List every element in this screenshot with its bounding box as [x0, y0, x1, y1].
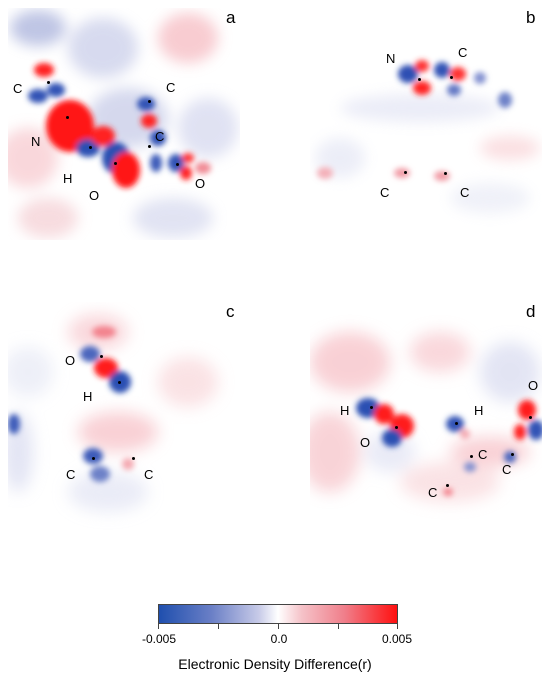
atom-dot	[148, 145, 151, 148]
atom-dot	[89, 146, 92, 149]
atom-dot	[511, 453, 514, 456]
atom-dot	[470, 455, 473, 458]
atom-label-c2: C	[144, 467, 154, 482]
atom-dot	[446, 484, 449, 487]
atom-dot	[404, 171, 407, 174]
atom-label-c1: C	[478, 447, 488, 462]
colorbar-tick	[338, 624, 339, 629]
atom-dot	[114, 162, 117, 165]
atom-label-c1: C	[458, 45, 468, 60]
panel-letter-a: a	[226, 8, 236, 27]
atom-label-o1: O	[360, 435, 371, 450]
density-map-c	[8, 302, 240, 534]
atom-label-c1: C	[66, 467, 76, 482]
atom-dot	[455, 422, 458, 425]
atom-label-o: O	[65, 353, 76, 368]
atom-dot	[100, 355, 103, 358]
atom-dot	[444, 172, 447, 175]
colorbar-tick	[218, 624, 219, 629]
colorbar-mid-label: 0.0	[270, 632, 288, 646]
atom-label-c3: C	[460, 185, 470, 200]
atom-dot	[370, 406, 373, 409]
density-map-a	[8, 8, 240, 240]
atom-dot	[418, 78, 421, 81]
panel-letter-b: b	[526, 8, 536, 27]
colorbar-tick	[278, 624, 279, 629]
panel-letter-c: c	[226, 302, 235, 321]
atom-label-c1: C	[13, 81, 23, 96]
atom-dot	[395, 426, 398, 429]
panel-d: d H O H O C C C	[310, 302, 542, 534]
atom-label-h2: H	[474, 403, 484, 418]
atom-dot	[450, 76, 453, 79]
density-map-d	[310, 302, 542, 534]
atom-dot	[176, 163, 179, 166]
atom-label-h: H	[63, 171, 73, 186]
panel-b: b N C C C	[310, 8, 542, 240]
atom-dot	[47, 81, 50, 84]
atom-label-n: N	[31, 134, 41, 149]
atom-dot	[529, 416, 532, 419]
panel-a: a C C N C H O O	[8, 8, 240, 240]
atom-label-o2: O	[528, 378, 539, 393]
colorbar	[158, 604, 398, 624]
atom-dot	[66, 116, 69, 119]
atom-label-n: N	[386, 51, 396, 66]
panel-letter-d: d	[526, 302, 536, 321]
atom-label-c3: C	[155, 129, 165, 144]
atom-dot	[118, 381, 121, 384]
atom-label-c2: C	[380, 185, 390, 200]
atom-label-h1: H	[340, 403, 350, 418]
colorbar-tick	[158, 624, 159, 629]
atom-label-o2: O	[195, 176, 206, 191]
colorbar-title: Electronic Density Difference(r)	[178, 656, 372, 672]
atom-label-c2: C	[166, 80, 176, 95]
atom-label-o1: O	[89, 188, 100, 203]
atom-label-c2: C	[502, 462, 512, 477]
colorbar-min-label: -0.005	[141, 632, 177, 646]
atom-label-h: H	[83, 389, 93, 404]
panel-c: c O H C C	[8, 302, 240, 534]
atom-dot	[148, 100, 151, 103]
atom-label-c3: C	[428, 485, 438, 500]
colorbar-tick	[397, 624, 398, 629]
atom-dot	[132, 457, 135, 460]
density-map-b	[310, 8, 542, 240]
colorbar-max-label: 0.005	[381, 632, 413, 646]
atom-dot	[92, 457, 95, 460]
